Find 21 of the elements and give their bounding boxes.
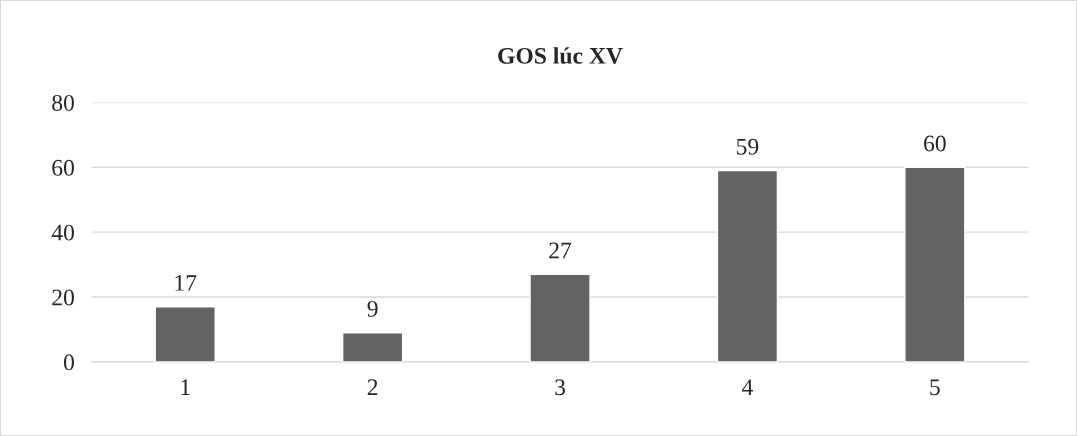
bar xyxy=(904,166,966,362)
data-label: 27 xyxy=(549,242,572,259)
bar xyxy=(341,332,404,362)
bar xyxy=(716,169,779,362)
y-tick-label: 40 xyxy=(51,224,74,241)
x-tick-label: 5 xyxy=(930,379,940,396)
y-tick-label: 60 xyxy=(52,159,74,176)
bar xyxy=(529,273,591,362)
bar xyxy=(154,306,216,362)
x-tick-label: 2 xyxy=(367,379,378,395)
y-tick-label: 80 xyxy=(52,94,74,111)
y-tick-label: 20 xyxy=(52,289,74,306)
x-tick-label: 4 xyxy=(742,379,753,395)
data-label: 60 xyxy=(924,135,946,152)
data-label: 59 xyxy=(737,138,759,155)
y-tick-label: 0 xyxy=(63,354,74,371)
chart-title: GOS lúc XV xyxy=(498,47,623,64)
x-tick-label: 3 xyxy=(555,379,566,396)
data-label: 17 xyxy=(175,275,197,291)
data-label: 9 xyxy=(367,300,378,317)
x-tick-label: 1 xyxy=(181,379,190,395)
